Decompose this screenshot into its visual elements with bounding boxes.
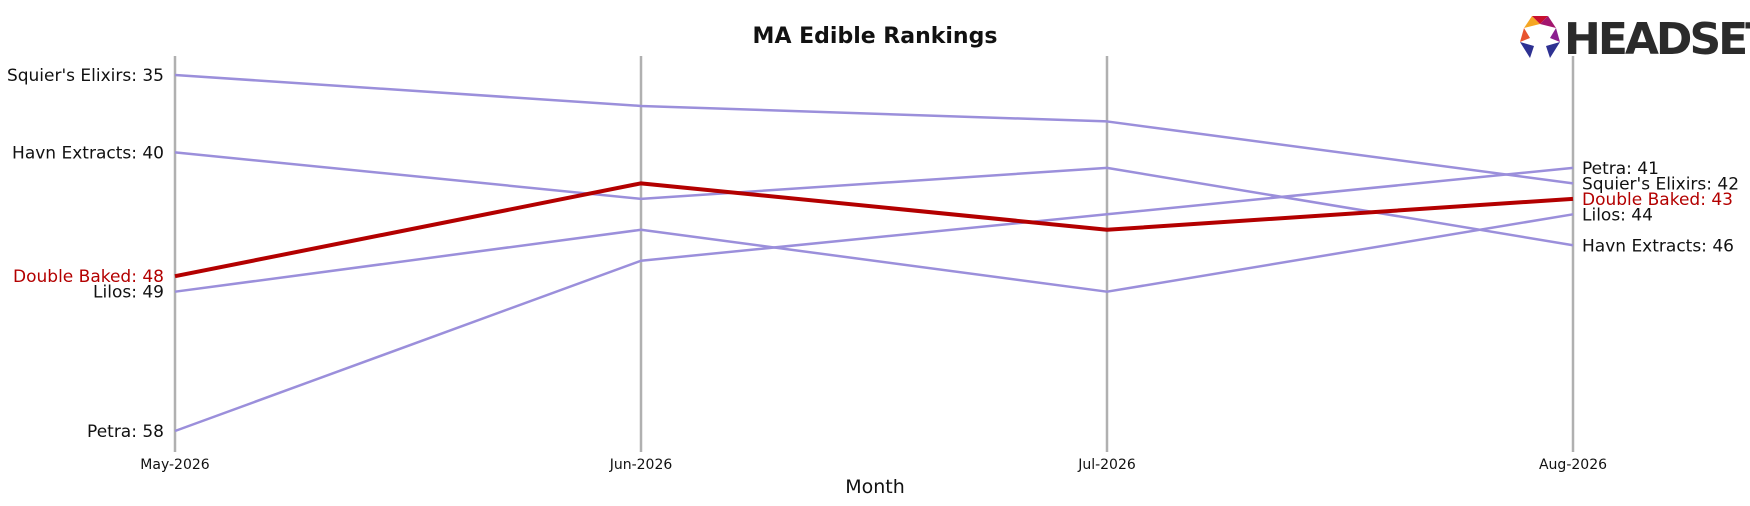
end-label-double-baked: Double Baked: 43: [1582, 190, 1733, 210]
x-tick-aug-2026: Aug-2026: [1539, 457, 1607, 473]
x-tick-may-2026: May-2026: [140, 457, 209, 473]
x-axis-ticks: May-2026 Jun-2026 Jul-2026 Aug-2026: [140, 457, 1607, 473]
x-tick-jun-2026: Jun-2026: [609, 457, 673, 473]
start-label-havn-extracts: Havn Extracts: 40: [12, 143, 164, 163]
series-line-petra: [174, 166, 1574, 433]
series-line-double-baked: [174, 181, 1574, 279]
headset-logo: HEADSET: [1520, 14, 1750, 65]
chart-title: MA Edible Rankings: [753, 24, 998, 49]
start-label-squier-s-elixirs: Squier's Elixirs: 35: [7, 66, 164, 86]
start-label-petra: Petra: 58: [87, 422, 164, 442]
end-label-squier-s-elixirs: Squier's Elixirs: 42: [1582, 174, 1739, 194]
series-line-havn-extracts: [174, 151, 1574, 247]
start-label-double-baked: Double Baked: 48: [13, 267, 164, 287]
x-axis-label: Month: [845, 476, 905, 498]
series-lines: [174, 73, 1574, 433]
headset-logo-mark-icon: [1520, 16, 1560, 58]
start-label-lilos: Lilos: 49: [93, 283, 164, 303]
end-label-havn-extracts: Havn Extracts: 46: [1582, 236, 1734, 256]
series-line-squier-s-elixirs: [174, 73, 1574, 185]
x-tick-jul-2026: Jul-2026: [1077, 457, 1136, 473]
end-label-petra: Petra: 41: [1582, 159, 1659, 179]
headset-logo-text: HEADSET: [1564, 14, 1750, 65]
end-label-lilos: Lilos: 44: [1582, 205, 1653, 225]
gridlines: [173, 56, 1575, 452]
series-line-lilos: [174, 213, 1574, 293]
start-labels: Squier's Elixirs: 35 Havn Extracts: 40 Dou…: [7, 66, 164, 442]
